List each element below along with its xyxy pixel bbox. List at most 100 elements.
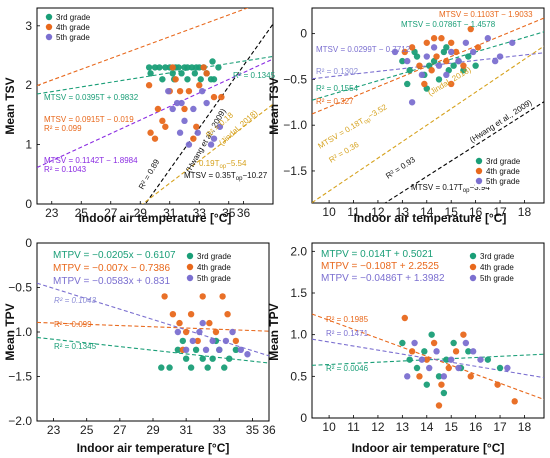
- data-point-3rd: [221, 364, 228, 371]
- data-point-4th: [212, 328, 220, 336]
- r2-label-3rd: R² = 0.1345: [233, 71, 276, 80]
- y-axis-label: Mean TPV: [267, 303, 281, 360]
- y-tick-label: 2.0: [290, 244, 307, 258]
- legend: 3rd grade 4th grade 5th grade: [475, 153, 541, 187]
- data-point-5th: [182, 346, 190, 353]
- hwang-name: (Hwang et al., 2009): [468, 98, 534, 145]
- x-tick-label: 23: [47, 423, 61, 437]
- data-point-5th: [244, 351, 251, 358]
- data-point-3rd: [209, 58, 216, 65]
- data-point-5th: [430, 44, 438, 51]
- hwang-sub: op: [463, 188, 470, 194]
- data-point-5th: [229, 328, 236, 336]
- y-tick-label: −1.5: [8, 370, 32, 384]
- panel-frame: [311, 7, 545, 204]
- eq-label-4th: MTSV = 0.0915T − 0.019: [44, 115, 134, 124]
- data-point-3rd: [406, 67, 413, 74]
- data-point-4th: [452, 48, 460, 56]
- data-point-3rd: [423, 381, 430, 388]
- data-point-4th: [218, 93, 225, 101]
- x-tick-label: 13: [396, 205, 410, 219]
- hwang-eq: MTSV = 0.17T: [411, 183, 463, 192]
- eq-label-3rd: MTSV = 0.0786T − 1.4578: [401, 20, 496, 29]
- data-point-3rd: [199, 355, 206, 362]
- eq-label-3rd: MTPV = −0.0205x − 0.6107: [53, 250, 176, 261]
- data-point-4th: [438, 35, 445, 42]
- data-point-5th: [169, 105, 176, 113]
- data-point-5th: [216, 123, 224, 130]
- annotations: MTPV = −0.0205x − 0.6107 MTPV = −0.007x …: [53, 250, 176, 351]
- data-point-3rd: [215, 64, 222, 71]
- legend: 3rd grade 4th grade 5th grade: [465, 248, 531, 284]
- r2-label-3rd: R² = 0.1554: [316, 84, 359, 93]
- data-point-4th: [416, 373, 423, 380]
- x-tick-label: 18: [518, 205, 532, 219]
- x-tick-label: 29: [146, 423, 160, 437]
- data-point-5th: [462, 39, 470, 46]
- data-point-4th: [443, 57, 450, 65]
- jindal-const: −3.52: [367, 102, 389, 120]
- data-point-4th: [169, 311, 177, 318]
- data-point-5th: [185, 141, 193, 148]
- data-point-5th: [210, 135, 218, 142]
- data-point-4th: [467, 373, 474, 380]
- legend-label-5th: 5th grade: [486, 177, 520, 186]
- legend-marker-4th: [45, 23, 53, 31]
- hwang-r2: R² = 0.93: [384, 155, 417, 181]
- data-point-4th: [494, 381, 501, 388]
- legend-marker-3rd: [469, 252, 477, 260]
- trend-line-hwang: [144, 23, 273, 204]
- data-point-4th: [460, 62, 467, 69]
- data-point-4th: [176, 87, 184, 95]
- data-point-4th: [219, 293, 226, 300]
- data-point-5th: [194, 129, 201, 136]
- x-tick-label: 25: [80, 423, 94, 437]
- x-tick-label: 31: [163, 206, 177, 220]
- data-point-4th: [435, 402, 443, 409]
- data-point-4th: [210, 93, 218, 101]
- hwang-const: −3.94: [469, 183, 490, 192]
- data-point-5th: [448, 356, 455, 363]
- data-point-5th: [165, 87, 172, 95]
- hwang-sub: op: [236, 176, 243, 182]
- data-point-4th: [430, 339, 438, 347]
- data-point-3rd: [472, 62, 479, 69]
- data-point-3rd: [209, 355, 216, 362]
- jindal-sub: op: [363, 117, 372, 126]
- data-point-3rd: [156, 64, 163, 71]
- data-point-4th: [193, 123, 200, 130]
- data-point-5th: [176, 129, 184, 136]
- data-point-3rd: [399, 339, 406, 347]
- legend-label-4th: 4th grade: [480, 263, 514, 272]
- panel-tpv-warm: 23 25 27 29 31 33 35 36 0 −0.5 −1.0 −1.5 −2.0 MTPV =…: [3, 236, 276, 455]
- data-point-5th: [469, 348, 477, 355]
- annotations: MTSV = 0.0395T + 0.9832 R² = 0.1345 MTSV…: [44, 71, 276, 191]
- data-point-4th: [172, 76, 179, 83]
- legend-label-5th: 5th grade: [56, 33, 90, 42]
- data-point-4th: [452, 348, 460, 355]
- trend-line-jindal: [141, 103, 273, 204]
- data-point-4th: [181, 105, 188, 113]
- legend-label-4th: 4th grade: [197, 263, 231, 272]
- legend-marker-5th: [475, 177, 483, 185]
- legend-marker-4th: [186, 263, 194, 271]
- y-tick-label: −1.0: [283, 118, 307, 132]
- data-point-4th: [206, 319, 213, 327]
- data-point-3rd: [443, 356, 450, 363]
- r2-label-4th: R² = 0.327: [316, 97, 354, 106]
- data-point-4th: [423, 39, 430, 46]
- data-point-5th: [496, 53, 504, 60]
- jindal-eq: 0.19T: [199, 159, 220, 168]
- x-tick-label: 14: [420, 420, 434, 434]
- data-point-5th: [222, 337, 230, 345]
- data-point-4th: [151, 135, 159, 142]
- x-tick-label: 15: [445, 205, 459, 219]
- data-point-3rd: [191, 70, 199, 77]
- y-tick-label: 2: [25, 78, 32, 92]
- x-tick-label: 35: [246, 423, 260, 437]
- data-point-4th: [147, 129, 154, 136]
- data-point-3rd: [404, 80, 411, 88]
- data-point-3rd: [450, 339, 457, 347]
- y-tick-label: −1.0: [8, 325, 32, 339]
